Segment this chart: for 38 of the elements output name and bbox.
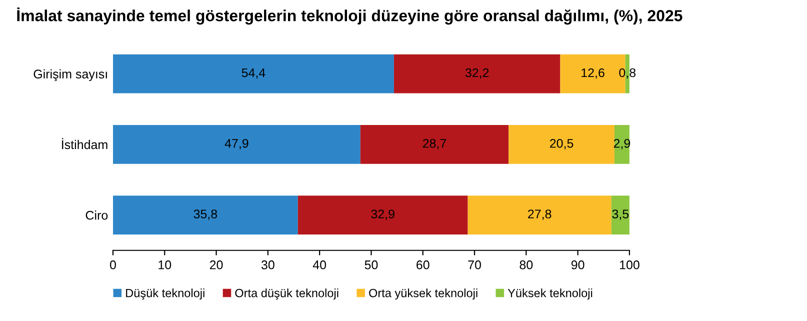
bar <box>112 125 360 164</box>
data-label: 54,4 <box>242 68 266 79</box>
x-tick-label: 0 <box>110 260 116 270</box>
data-label: 28,7 <box>422 138 446 150</box>
x-tick-label: 80 <box>520 260 533 270</box>
data-label: 3,5 <box>612 210 629 220</box>
y-tick-label: Ciro <box>86 210 108 220</box>
legend-label: Orta yüksek teknoloji <box>369 288 478 300</box>
bar <box>360 125 509 164</box>
data-label: 27,8 <box>528 210 552 220</box>
data-label: 32,9 <box>371 210 394 220</box>
y-tick-label: İstihdam <box>62 138 108 150</box>
chart-title: İmalat sanayinde temel göstergelerin teknoloji düzeyine göre oransal dağılımı, (%), 2025 <box>17 8 682 25</box>
bar <box>508 125 614 164</box>
bar <box>394 54 560 94</box>
x-tick-label: 70 <box>468 260 481 270</box>
x-tick-label: 90 <box>571 260 584 270</box>
bar <box>468 196 612 234</box>
x-tick-label: 20 <box>210 260 223 270</box>
bar <box>611 196 630 234</box>
x-tick-label: 50 <box>364 260 378 270</box>
data-label: 12,6 <box>582 68 604 79</box>
bar <box>298 196 468 234</box>
data-label: 20,5 <box>550 138 574 150</box>
legend-label: Düşük teknoloji <box>126 288 204 300</box>
x-tick-label: 30 <box>261 260 274 270</box>
y-tick-label: Girişim sayısı <box>34 69 107 82</box>
data-label: 35,8 <box>194 210 218 220</box>
bar <box>112 196 298 234</box>
legend-label: Yüksek teknoloji <box>508 288 592 300</box>
x-tick-label: 60 <box>416 260 430 270</box>
bar <box>112 54 394 94</box>
data-label: 47,9 <box>224 138 248 150</box>
data-label: 32,2 <box>465 68 489 79</box>
legend-label: Orta düşük teknoloji <box>235 288 338 300</box>
x-tick-label: 100 <box>620 260 640 270</box>
x-tick-label: 40 <box>312 260 326 270</box>
x-tick-label: 10 <box>158 260 172 270</box>
